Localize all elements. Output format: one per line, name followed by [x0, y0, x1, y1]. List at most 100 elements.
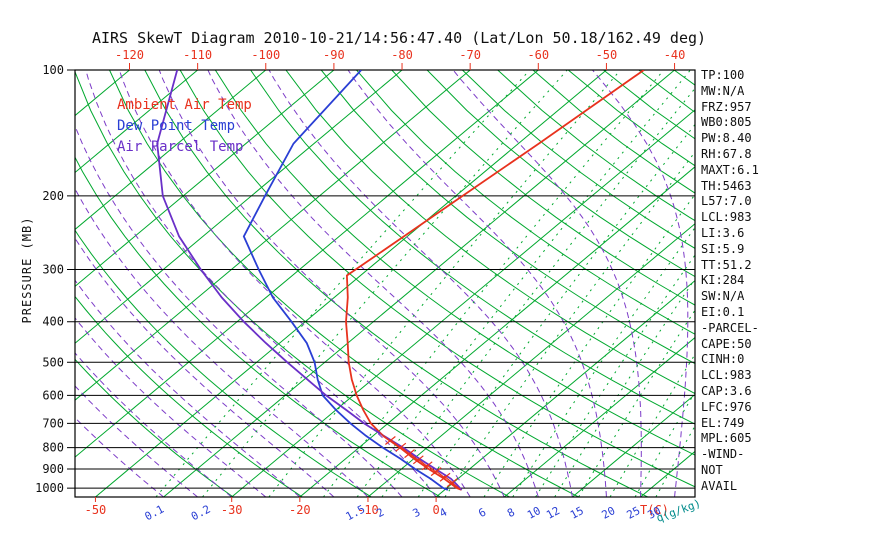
mixing-ratio-line: [381, 87, 695, 497]
pressure-axis-title: PRESSURE (MB): [20, 216, 34, 324]
dry-adiabat: [75, 229, 372, 497]
top-temp-label: -120: [115, 48, 144, 62]
top-temp-label: -50: [596, 48, 618, 62]
moist-adiabat: [75, 317, 267, 497]
stats-line: -PARCEL-: [701, 320, 759, 335]
stats-line: SW:N/A: [701, 289, 745, 304]
isotherm: [75, 70, 403, 344]
mixing-ratio-label: 2: [374, 506, 386, 521]
mixing-ratio-line: [444, 151, 695, 497]
mixing-ratio-label: 0.1: [143, 503, 167, 524]
moist-adiabat: [268, 70, 573, 497]
pressure-axis-labels: 100 200 300 400 500 600 700 800 900 1000: [35, 63, 75, 495]
dry-adiabat: [391, 70, 695, 306]
dry-adiabat: [285, 70, 695, 395]
bottom-temp-label: -30: [221, 503, 243, 517]
isotherm: [75, 70, 471, 401]
mixing-ratio-label: 6: [476, 506, 488, 521]
pressure-tick-label: 700: [42, 416, 64, 430]
chart-title: AIRS SkewT Diagram 2010-10-21/14:56:47.4…: [91, 29, 707, 47]
stats-line: TP:100: [701, 68, 745, 82]
stats-line: MW:N/A: [701, 83, 745, 98]
isotherm: [435, 280, 695, 497]
stats-line: EL:749: [701, 415, 745, 430]
isotherm: [75, 70, 539, 458]
isotherm: [231, 109, 695, 497]
mixing-ratio-line: [155, 70, 531, 497]
legend-air-parcel-temp: Air Parcel Temp: [117, 139, 244, 155]
stats-panel: TP:100 MW:N/A FRZ:957 WB0:805 PW:8.40 RH:67.8…: [701, 68, 759, 495]
pressure-tick-label: 300: [42, 263, 64, 277]
dry-adiabat: [356, 70, 695, 335]
dry-adiabat: [426, 70, 695, 278]
moist-adiabat: [75, 279, 301, 497]
stats-line: KI:284: [701, 273, 745, 288]
legend-ambient-air-temp: Ambient Air Temp: [117, 97, 252, 113]
mixing-ratio-label: 20: [600, 504, 618, 522]
top-temp-label: -70: [459, 48, 481, 62]
cape-hatch-tick: [399, 445, 411, 455]
dry-adiabat: [75, 295, 303, 497]
parcel-temp-trace: [156, 70, 463, 491]
mixing-ratio-label: 0.2: [189, 503, 213, 524]
isotherm: [95, 70, 607, 497]
pressure-tick-label: 200: [42, 189, 64, 203]
cape-hatch-tick: [435, 470, 446, 479]
moist-adiabat: [743, 51, 851, 497]
top-temp-label: -60: [527, 48, 549, 62]
dry-adiabat: [144, 70, 648, 497]
pressure-tick-label: 900: [42, 462, 64, 476]
pressure-tick-label: 100: [42, 63, 64, 77]
stats-line: RH:67.8: [701, 146, 752, 161]
cape-hatch-tick: [408, 452, 420, 462]
stats-line: LI:3.6: [701, 225, 745, 240]
moist-adiabat: [158, 70, 505, 497]
mixing-ratio-line: [356, 70, 691, 497]
pressure-tick-label: 500: [42, 355, 64, 369]
dry-adiabat: [214, 70, 695, 456]
stats-line: MPL:605: [701, 431, 752, 446]
stats-line: PW:8.40: [701, 131, 752, 146]
plot-border: [74, 69, 696, 498]
moist-adiabat: [75, 124, 403, 497]
mixing-ratio-line: [417, 123, 695, 497]
stats-line: -WIND-: [701, 447, 745, 462]
mixing-ratio-line: [512, 226, 695, 497]
mixing-ratio-label: 4: [437, 505, 449, 520]
mixing-ratio-line: [202, 70, 568, 497]
bottom-temp-label: -20: [289, 503, 311, 517]
stats-line: CAPE:50: [701, 336, 752, 351]
pressure-tick-label: 400: [42, 315, 64, 329]
cape-hatch-tick: [439, 472, 451, 482]
moist-adiabat: [347, 70, 607, 497]
bottom-temp-label: 0: [432, 503, 439, 517]
mixing-ratio-line: [322, 70, 665, 497]
stats-line: LFC:976: [701, 399, 752, 414]
dry-adiabat: [75, 156, 441, 497]
top-axis-labels: -120 -110 -100 -90 -80 -70 -60 -50 -40: [115, 48, 685, 70]
dry-adiabat: [320, 70, 695, 365]
dry-adiabat: [462, 70, 695, 249]
moist-adiabat: [207, 70, 539, 497]
stats-line: EI:0.1: [701, 304, 745, 319]
top-temp-label: -40: [664, 48, 686, 62]
isotherm: [299, 166, 695, 497]
bottom-temp-label: -10: [357, 503, 379, 517]
mixing-ratio-label: 15: [568, 504, 586, 522]
isotherm: [367, 223, 695, 497]
pressure-tick-label: 600: [42, 388, 64, 402]
top-temp-label: -80: [391, 48, 413, 62]
dewpoint-temp-trace: [242, 70, 449, 491]
pressure-tick-label: 800: [42, 441, 64, 455]
bottom-temp-label: -50: [85, 503, 107, 517]
mixing-unit-label: q(g/kg): [655, 497, 703, 525]
cape-hatch-tick: [379, 432, 391, 442]
stats-line: AVAIL: [701, 478, 738, 493]
stats-line: MAXT:6.1: [701, 162, 759, 177]
mixing-ratio-line: [535, 254, 695, 497]
stats-line: SI:5.9: [701, 241, 745, 256]
background-isolines: [75, 51, 851, 497]
legend-dew-point-temp: Dew Point Temp: [117, 118, 236, 134]
dry-adiabat: [109, 70, 579, 497]
top-temp-label: -90: [323, 48, 345, 62]
